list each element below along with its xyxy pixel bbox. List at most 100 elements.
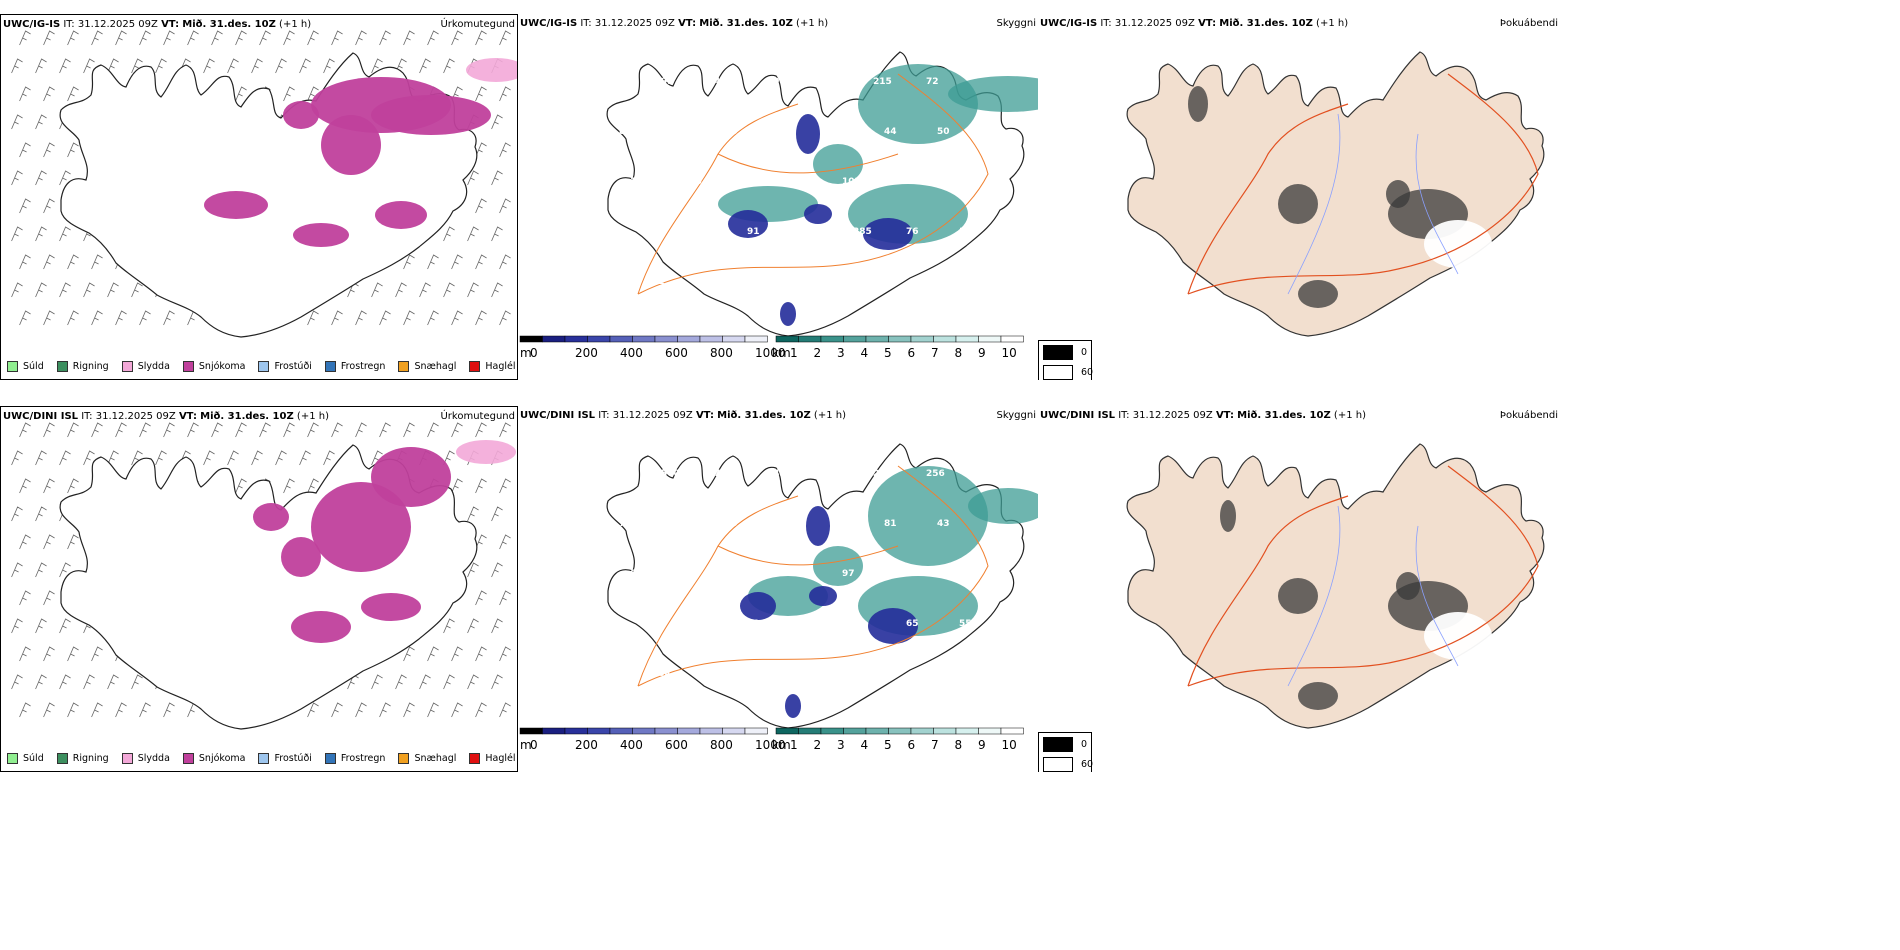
fog-legend-value: 60 — [1081, 367, 1094, 378]
ceiling-value-label: 51 — [683, 569, 696, 579]
ceiling-visibility-panel: 350 500 79 445 88 205 256 73 70 65 65 108 81 43 65 51 15… — [518, 406, 1038, 772]
legend-swatch — [121, 361, 133, 372]
lead-time: (+1 h) — [813, 410, 846, 421]
ceiling-value-label: 104 — [652, 669, 671, 679]
fog-indicator-panel: 0 60 UWC/DINI ISL IT: 31.12.2025 09Z VT: M… — [1038, 406, 1560, 772]
visibility-area — [813, 546, 863, 586]
ceiling-value-label: 247 — [820, 77, 839, 87]
visibility-tick: 3 — [837, 346, 845, 360]
legend-swatch — [258, 361, 270, 372]
ceiling-value-label: 65 — [778, 519, 791, 529]
visibility-area — [968, 488, 1038, 524]
visibility-tick: 1 — [790, 738, 798, 752]
visibility-tick: 4 — [860, 346, 869, 360]
ceiling-value-label: 102 — [842, 177, 861, 187]
model-name: UWC/DINI ISL — [1040, 410, 1116, 421]
visibility-unit: km — [772, 346, 791, 360]
legend-item: Snæhagl — [398, 753, 456, 764]
panel-title: Þokuábendi — [1499, 410, 1558, 421]
legend-label: Frostregn — [340, 361, 386, 372]
ceiling-value-label: 82 — [619, 127, 632, 137]
fog-legend-item: 60 — [1043, 365, 1093, 380]
ceiling-value-label: 285 — [853, 227, 872, 237]
legend-item: Snæhagl — [398, 361, 456, 372]
vt-time: Mið. 31.des. 10Z — [1219, 18, 1313, 29]
legend-item: Snjókoma — [182, 361, 246, 372]
ceiling-value-label: 50 — [948, 569, 961, 579]
it-time: 31.12.2025 09Z — [1114, 18, 1195, 29]
ceiling-value-label: 88 — [820, 469, 833, 479]
ceiling-value-label: 180 — [630, 177, 649, 187]
sleet-area — [456, 440, 516, 464]
ceiling-value-label: 71 — [895, 177, 908, 187]
legend-item: Slydda — [121, 753, 170, 764]
it-time: 31.12.2025 09Z — [77, 19, 158, 30]
ceiling-value-label: 479 — [714, 77, 733, 87]
ceiling-value-label: 483 — [789, 569, 808, 579]
precip-type-panel: Súld Rigning Slydda Snjókoma Frostúði Frostre… — [0, 14, 518, 380]
visibility-tick: 7 — [931, 738, 939, 752]
fog-legend-swatch — [1043, 345, 1073, 360]
ceiling-tick: 400 — [620, 738, 643, 752]
vt-label: VT: — [695, 410, 714, 421]
legend-label: Snæhagl — [414, 361, 457, 372]
precip-map — [11, 422, 516, 730]
precip-type-panel: Súld Rigning Slydda Snjókoma Frostúði Frostre… — [0, 406, 518, 772]
legend-label: Slydda — [137, 361, 170, 372]
ceiling-value-label: 44 — [884, 127, 897, 137]
visibility-tick: 2 — [813, 346, 822, 360]
it-time: 31.12.2025 09Z — [95, 411, 176, 422]
ceiling-area — [785, 694, 801, 718]
ceiling-value-label: 215 — [873, 77, 892, 87]
ceiling-value-label: 156 — [736, 569, 755, 579]
legend-swatch — [398, 753, 410, 764]
ceiling-value-label: 95 — [661, 77, 674, 87]
ceiling-tick: 600 — [665, 738, 688, 752]
ceiling-value-label: 108 — [831, 519, 850, 529]
ceiling-value-label: 45 — [705, 277, 718, 287]
visibility-tick: 5 — [884, 738, 892, 752]
it-time: 31.12.2025 09Z — [612, 410, 693, 421]
it-label: IT: — [81, 411, 93, 422]
visibility-area — [858, 64, 978, 144]
precip-legend: Súld Rigning Slydda Snjókoma Frostúði Frostre… — [7, 753, 517, 764]
ceiling-tick: 200 — [575, 738, 598, 752]
vt-time: Mið. 31.des. 10Z — [699, 18, 793, 29]
panel-header: UWC/IG-IS IT: 31.12.2025 09Z VT: Mið. 31… — [3, 19, 311, 31]
ceiling-area — [780, 302, 796, 326]
river-network — [1287, 113, 1459, 295]
fog-area — [1278, 578, 1318, 614]
legend-swatch — [7, 361, 18, 372]
panel-header: UWC/DINI ISL IT: 31.12.2025 09Z VT: Mið.… — [3, 411, 329, 423]
lead-time: (+1 h) — [296, 411, 329, 422]
ceiling-value-label: 91 — [747, 227, 760, 237]
panel-header: UWC/IG-IS IT: 31.12.2025 09Z VT: Mið. 31… — [1040, 18, 1348, 30]
road-network — [1187, 73, 1539, 295]
ceiling-value-label: 77 — [694, 619, 707, 629]
fog-map — [1126, 51, 1545, 337]
legend-item: Snjókoma — [182, 753, 245, 764]
legend-item: Frostúði — [258, 361, 312, 372]
ceiling-tick: 800 — [710, 346, 733, 360]
ceiling-area — [809, 586, 837, 606]
fog-legend-item: 0 — [1043, 737, 1087, 752]
ceiling-unit: m — [520, 346, 532, 360]
visibility-area — [868, 466, 988, 566]
cloud-map: 473 95 479 296 247 215 72 82 64 55 81 49 44 50 180 386 1… — [519, 51, 1038, 343]
legend-item: Frostregn — [324, 361, 386, 372]
it-label: IT: — [1118, 410, 1130, 421]
vt-label: VT: — [161, 19, 180, 30]
it-label: IT: — [580, 18, 592, 29]
ceiling-value-label: 55 — [725, 127, 738, 137]
visibility-tick: 10 — [1001, 346, 1017, 360]
panel-title: Úrkomutegund — [440, 19, 515, 30]
legend-swatch — [121, 753, 133, 764]
fog-legend-item: 60 — [1043, 757, 1093, 772]
snow-area — [371, 447, 451, 507]
fog-legend-item: 0 — [1043, 345, 1087, 360]
legend-label: Snjókoma — [198, 361, 246, 372]
ceiling-value-label: 81 — [778, 127, 791, 137]
road-network — [1187, 465, 1539, 687]
it-label: IT: — [63, 19, 75, 30]
fog-legend-swatch — [1043, 737, 1073, 752]
